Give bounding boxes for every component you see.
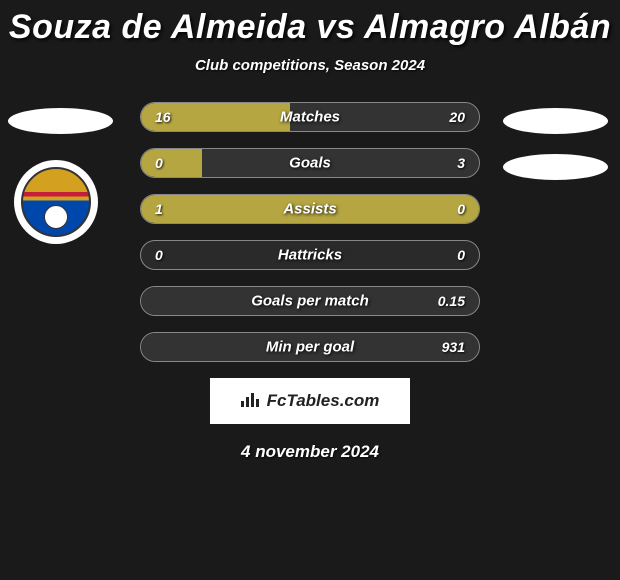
stat-bars: 16 20 Matches 0 3 Goals 1 0 Assists 0 0 Hattricks 0.… [140, 102, 480, 362]
stat-row: 16 20 Matches [140, 102, 480, 132]
player-right-photo-slot-2 [503, 154, 608, 180]
stat-value-left: 0 [155, 247, 163, 263]
stat-row: 0 0 Hattricks [140, 240, 480, 270]
stat-value-right: 20 [449, 109, 465, 125]
stat-label: Goals [289, 155, 331, 172]
stat-fill-left [141, 149, 202, 177]
stat-value-left: 1 [155, 201, 163, 217]
stat-value-left: 16 [155, 109, 171, 125]
stat-value-right: 3 [457, 155, 465, 171]
stat-value-left: 0 [155, 155, 163, 171]
barcelona-sc-crest [21, 167, 91, 237]
date-line: 4 november 2024 [0, 442, 620, 462]
stat-row: 0.15 Goals per match [140, 286, 480, 316]
subtitle: Club competitions, Season 2024 [0, 57, 620, 74]
player-right-photo-slot [503, 108, 608, 134]
stat-label: Goals per match [251, 293, 369, 310]
stat-label: Assists [283, 201, 336, 218]
stat-value-right: 931 [442, 339, 465, 355]
chart-icon [241, 391, 261, 412]
stats-area: 16 20 Matches 0 3 Goals 1 0 Assists 0 0 Hattricks 0.… [0, 102, 620, 362]
stat-label: Matches [280, 109, 340, 126]
stat-row: 1 0 Assists [140, 194, 480, 224]
page-title: Souza de Almeida vs Almagro Albán [0, 8, 620, 47]
stat-row: 0 3 Goals [140, 148, 480, 178]
crest-ball-icon [44, 205, 68, 229]
stat-value-right: 0 [457, 247, 465, 263]
club-badge-left [14, 160, 98, 244]
stat-value-right: 0 [457, 201, 465, 217]
watermark-text: FcTables.com [267, 391, 380, 411]
stat-value-right: 0.15 [438, 293, 465, 309]
player-left-photo-slot [8, 108, 113, 134]
stat-label: Min per goal [266, 339, 354, 356]
watermark[interactable]: FcTables.com [210, 378, 410, 424]
stat-label: Hattricks [278, 247, 342, 264]
stat-row: 931 Min per goal [140, 332, 480, 362]
comparison-widget: Souza de Almeida vs Almagro Albán Club c… [0, 0, 620, 462]
club-badge-circle [14, 160, 98, 244]
stat-fill-right [202, 149, 479, 177]
